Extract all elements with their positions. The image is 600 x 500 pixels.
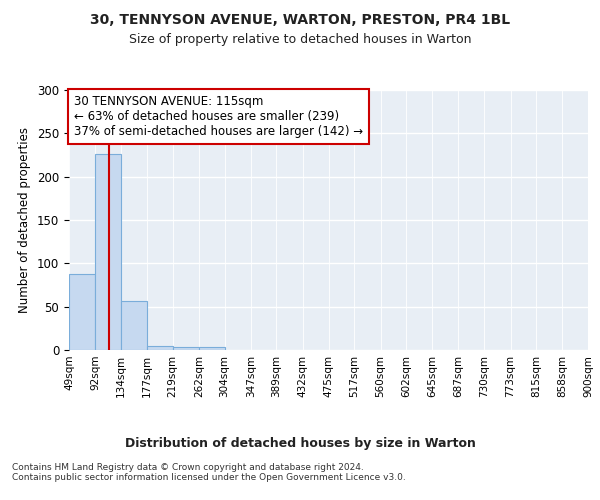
Bar [173, 346, 199, 350]
Text: Distribution of detached houses by size in Warton: Distribution of detached houses by size … [125, 438, 475, 450]
Text: 30, TENNYSON AVENUE, WARTON, PRESTON, PR4 1BL: 30, TENNYSON AVENUE, WARTON, PRESTON, PR… [90, 12, 510, 26]
Text: Size of property relative to detached houses in Warton: Size of property relative to detached ho… [129, 32, 471, 46]
Bar [95, 154, 121, 350]
Y-axis label: Number of detached properties: Number of detached properties [19, 127, 31, 313]
Text: 30 TENNYSON AVENUE: 115sqm
← 63% of detached houses are smaller (239)
37% of sem: 30 TENNYSON AVENUE: 115sqm ← 63% of deta… [74, 95, 364, 138]
Text: Contains HM Land Registry data © Crown copyright and database right 2024.
Contai: Contains HM Land Registry data © Crown c… [12, 462, 406, 482]
Bar [69, 274, 95, 350]
Bar [199, 348, 224, 350]
Bar [121, 300, 147, 350]
Bar [147, 346, 173, 350]
